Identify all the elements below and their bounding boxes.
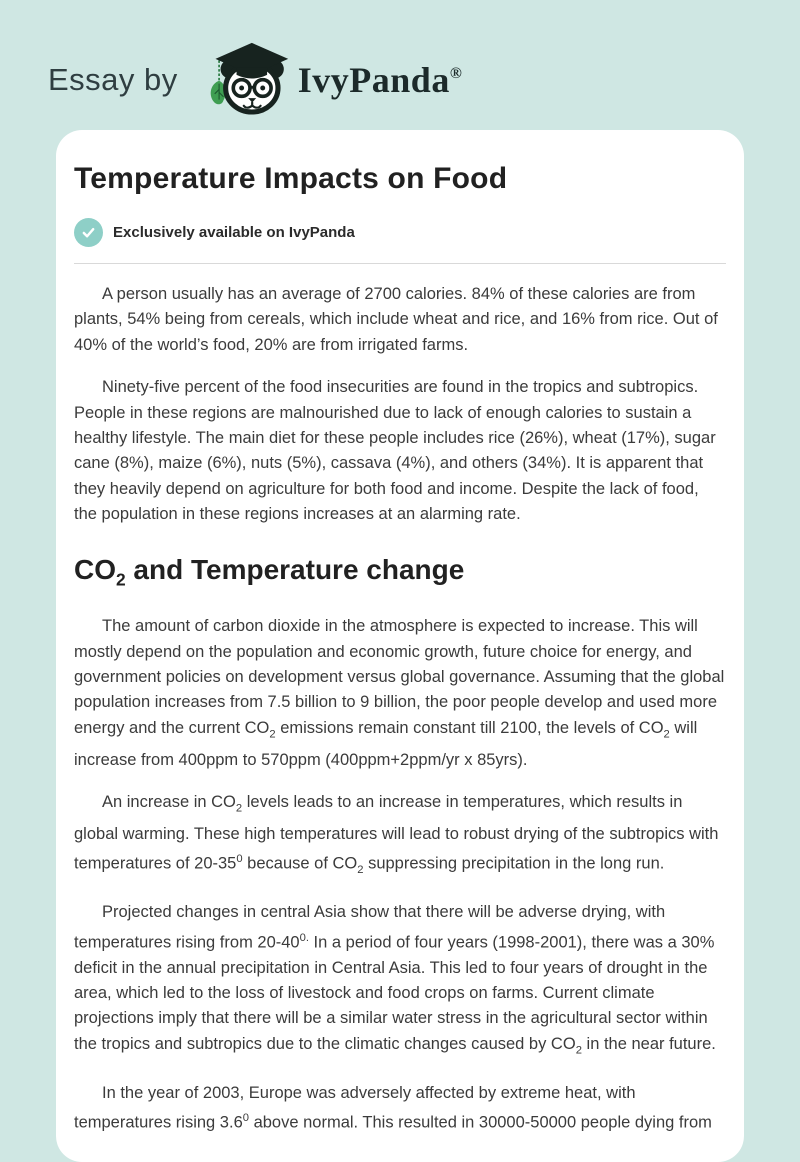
badge-label: Exclusively available on IvyPanda: [113, 224, 355, 241]
panda-logo-icon: [210, 42, 288, 115]
brand-name: IvyPanda®: [297, 60, 463, 100]
section-heading: CO2 and Temperature change: [74, 553, 465, 590]
registered-mark: ®: [449, 65, 463, 82]
essay-by-label: Essay by: [48, 62, 178, 97]
paragraph: Ninety-five percent of the food insecuri…: [74, 378, 716, 524]
ivypanda-logo: IvyPanda®: [200, 40, 463, 120]
paragraph: A person usually has an average of 2700 …: [74, 285, 718, 354]
essay-body: A person usually has an average of 2700 …: [74, 282, 726, 1136]
paragraph: The amount of carbon dioxide in the atmo…: [74, 617, 725, 769]
check-icon: [74, 218, 103, 247]
exclusive-badge: Exclusively available on IvyPanda: [74, 218, 726, 247]
page-title: Temperature Impacts on Food: [74, 162, 508, 195]
divider: [74, 263, 726, 264]
paragraph: An increase in CO2 levels leads to an in…: [74, 792, 719, 876]
essay-card: Temperature Impacts on Food Exclusively …: [56, 130, 744, 1162]
paragraph: In the year of 2003, Europe was adversel…: [74, 1083, 712, 1132]
paragraph: Projected changes in central Asia show t…: [74, 903, 716, 1057]
site-header: Essay by IvyPanda®: [0, 0, 800, 130]
